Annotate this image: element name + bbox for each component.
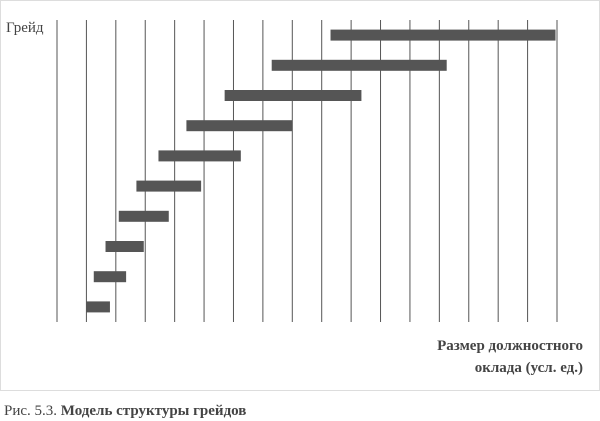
bar xyxy=(271,59,447,71)
caption: Рис. 5.3. Модель структуры грейдов xyxy=(4,403,246,419)
caption-label: Рис. 5.3. xyxy=(4,403,57,419)
x-axis-label: Размер должностного xyxy=(437,338,583,354)
bar xyxy=(105,241,144,252)
chart-frame xyxy=(0,0,600,391)
bar xyxy=(118,210,169,222)
bar xyxy=(158,150,241,162)
bar xyxy=(224,90,362,101)
bar xyxy=(93,271,127,283)
bar xyxy=(136,180,202,192)
y-axis-label: Грейд xyxy=(6,20,44,36)
x-axis-label: оклада (усл. ед.) xyxy=(475,360,583,376)
bar xyxy=(186,120,293,132)
bar xyxy=(330,29,556,41)
caption-text: Модель структуры грейдов xyxy=(61,403,247,419)
bar xyxy=(86,301,110,313)
